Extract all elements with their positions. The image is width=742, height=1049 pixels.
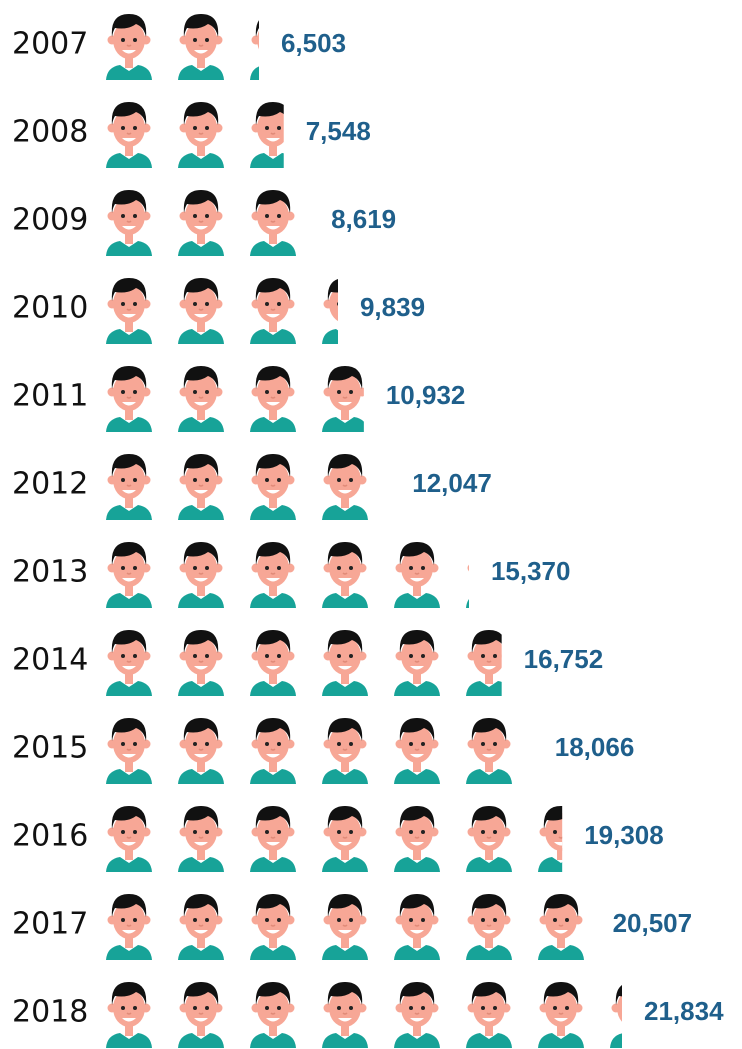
value-label: 9,839 xyxy=(360,292,425,322)
person-icon xyxy=(178,454,224,520)
person-icon xyxy=(250,806,296,872)
person-icon xyxy=(322,718,368,784)
icon-row xyxy=(106,718,584,784)
person-icon xyxy=(178,278,224,344)
person-icon xyxy=(538,894,584,960)
value-label: 19,308 xyxy=(584,820,664,850)
person-icon xyxy=(106,190,152,256)
person-icon xyxy=(106,14,152,80)
icon-row xyxy=(106,982,728,1048)
person-icon xyxy=(250,366,296,432)
person-icon xyxy=(178,894,224,960)
year-label: 2016 xyxy=(12,819,88,854)
year-label: 2008 xyxy=(12,115,88,150)
person-icon xyxy=(178,102,224,168)
person-icon xyxy=(178,982,224,1048)
value-label: 15,370 xyxy=(491,556,571,586)
person-icon xyxy=(106,366,152,432)
person-icon xyxy=(322,454,368,520)
person-icon xyxy=(394,718,440,784)
person-icon xyxy=(178,366,224,432)
icon-row xyxy=(106,806,656,872)
person-icon xyxy=(106,102,152,168)
person-icon xyxy=(106,454,152,520)
icon-row xyxy=(106,454,440,520)
person-icon xyxy=(322,806,368,872)
person-icon xyxy=(394,806,440,872)
person-icon xyxy=(178,190,224,256)
person-icon xyxy=(538,806,584,872)
person-icon xyxy=(322,366,368,432)
person-icon xyxy=(538,982,584,1048)
person-icon xyxy=(250,718,296,784)
year-label: 2011 xyxy=(12,379,88,414)
value-label: 8,619 xyxy=(331,204,396,234)
icon-row xyxy=(106,630,584,696)
person-icon xyxy=(178,14,224,80)
person-icon xyxy=(322,542,368,608)
person-icon xyxy=(466,806,512,872)
year-label: 2018 xyxy=(12,995,88,1030)
person-icon xyxy=(106,894,152,960)
person-icon xyxy=(250,278,296,344)
year-label: 2015 xyxy=(12,731,88,766)
person-icon xyxy=(250,982,296,1048)
person-icon xyxy=(178,806,224,872)
value-label: 21,834 xyxy=(644,996,724,1026)
person-icon xyxy=(322,894,368,960)
person-icon xyxy=(250,102,296,168)
person-icon xyxy=(394,894,440,960)
person-icon xyxy=(394,542,440,608)
icon-row xyxy=(106,190,368,256)
person-icon xyxy=(250,894,296,960)
person-icon xyxy=(250,190,296,256)
year-label: 2017 xyxy=(12,907,88,942)
year-label: 2014 xyxy=(12,643,88,678)
person-icon xyxy=(466,630,512,696)
person-icon xyxy=(106,806,152,872)
person-icon xyxy=(466,894,512,960)
person-icon xyxy=(394,982,440,1048)
person-icon xyxy=(250,454,296,520)
value-label: 7,548 xyxy=(306,116,371,146)
year-label: 2012 xyxy=(12,467,88,502)
value-label: 10,932 xyxy=(386,380,466,410)
year-label: 2009 xyxy=(12,203,88,238)
person-icon xyxy=(106,630,152,696)
person-icon xyxy=(178,630,224,696)
year-label: 2013 xyxy=(12,555,88,590)
person-icon xyxy=(106,542,152,608)
person-icon xyxy=(178,542,224,608)
chart: 2007 6,503 2008 7,548 2009 8,619 2010 9,839 2011… xyxy=(0,0,742,1049)
person-icon xyxy=(394,630,440,696)
value-label: 20,507 xyxy=(613,908,693,938)
year-label: 2007 xyxy=(12,27,88,62)
value-label: 16,752 xyxy=(524,644,604,674)
person-icon xyxy=(106,718,152,784)
person-icon xyxy=(178,718,224,784)
person-icon xyxy=(466,982,512,1048)
person-icon xyxy=(250,630,296,696)
person-icon xyxy=(250,542,296,608)
icon-row xyxy=(106,894,656,960)
value-label: 18,066 xyxy=(555,732,635,762)
value-label: 6,503 xyxy=(281,28,346,58)
value-label: 12,047 xyxy=(412,468,492,498)
person-icon xyxy=(106,982,152,1048)
person-icon xyxy=(322,982,368,1048)
person-icon xyxy=(106,278,152,344)
person-icon xyxy=(322,630,368,696)
person-icon xyxy=(466,718,512,784)
year-label: 2010 xyxy=(12,291,88,326)
